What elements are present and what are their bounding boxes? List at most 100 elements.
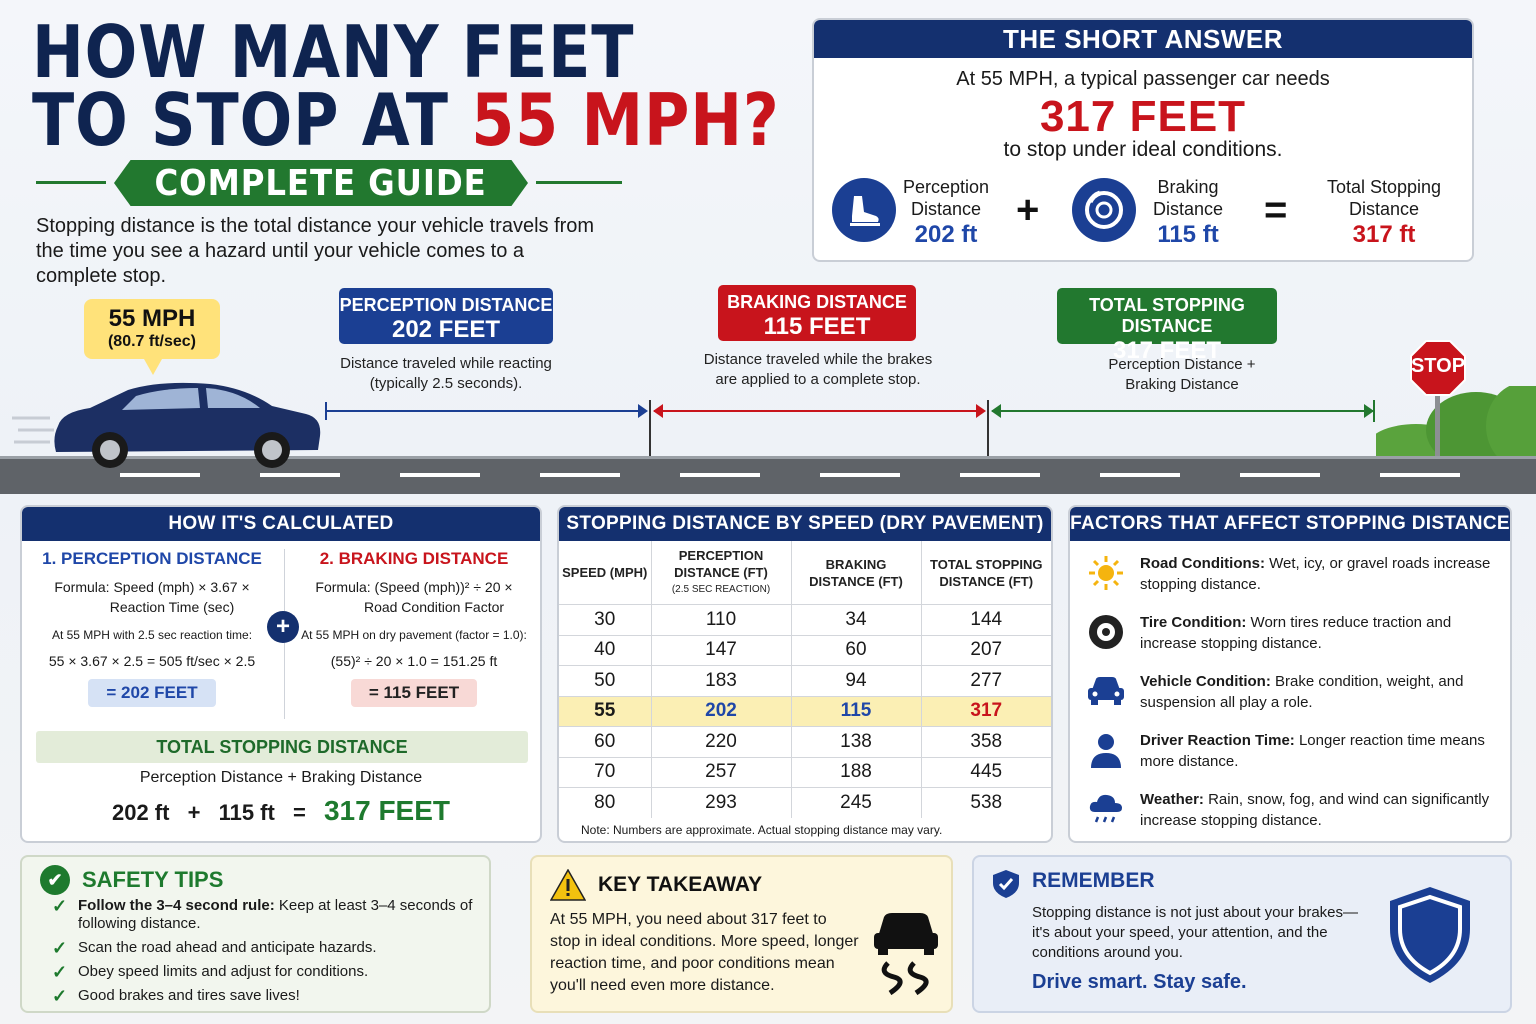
table-cell: 358 [921, 726, 1051, 757]
total-badge-value: 317 FEET [1112, 337, 1222, 364]
table-cell: 188 [791, 756, 922, 788]
factor-text: Weather: Rain, snow, fog, and wind can s… [1140, 789, 1502, 831]
table-cell: 202 [651, 695, 792, 727]
total-desc: Perception Distance + Braking Distance [1060, 355, 1304, 395]
table-row: 60 220 138 358 [559, 726, 1051, 757]
factor-item: Tire Condition: Worn tires reduce tracti… [1086, 612, 1502, 654]
table-row: 50 183 94 277 [559, 665, 1051, 696]
factor-title: Tire Condition: [1140, 614, 1247, 631]
braking-calc: 2. BRAKING DISTANCE Formula: (Speed (mph… [294, 549, 534, 707]
perception-formula-2: Reaction Time (sec) [109, 599, 235, 615]
braking-math: (55)² ÷ 20 × 1.0 = 151.25 ft [330, 653, 498, 669]
factor-desc: Longer reaction time means more distance… [1140, 732, 1485, 770]
safety-tips-header: SAFETY TIPS [82, 867, 224, 892]
col-braking: BRAKING DISTANCE (FT) [791, 541, 922, 605]
total-value: 317 ft [1352, 221, 1416, 248]
perception-desc-1: Distance traveled while reacting [340, 355, 552, 372]
braking-desc-2: are applied to a complete stop. [715, 371, 921, 388]
braking-note: At 55 MPH on dry pavement (factor = 1.0)… [301, 628, 527, 642]
foot-pedal-icon [832, 178, 896, 242]
equals-sign: = [1264, 188, 1288, 232]
sun-icon [1086, 553, 1126, 593]
col-perception: PERCEPTION DISTANCE (FT) (2.5 SEC REACTIO… [651, 541, 792, 605]
table-cell: 257 [651, 756, 792, 788]
col-speed: SPEED (MPH) [559, 541, 652, 605]
tip-item: ✓ Scan the road ahead and anticipate haza… [52, 939, 482, 957]
bushes-illustration [1376, 386, 1536, 466]
banner-line-right [536, 181, 622, 184]
braking-value: 115 ft [1157, 221, 1219, 248]
key-takeaway-text: At 55 MPH, you need about 317 feet to st… [550, 911, 859, 994]
factor-title: Road Conditions: [1140, 555, 1265, 572]
tip-item: ✓ Follow the 3–4 second rule: Keep at lea… [52, 897, 482, 933]
total-calc-b: 115 ft [218, 800, 275, 825]
title-line-2: TO STOP AT 55 MPH? [32, 84, 780, 156]
title-line-2-b: 55 MPH? [471, 78, 780, 162]
table-cell: 80 [559, 787, 652, 818]
perception-label-1: Perception [902, 177, 990, 197]
table-cell: 94 [791, 665, 922, 696]
braking-badge-title: BRAKING DISTANCE [727, 292, 907, 312]
col-perception-label: PERCEPTION DISTANCE (FT) [674, 548, 768, 580]
factor-text: Vehicle Condition: Brake condition, weig… [1140, 671, 1502, 713]
table-cell: 207 [921, 634, 1051, 666]
car-icon [1086, 671, 1126, 711]
factor-item: Vehicle Condition: Brake condition, weig… [1086, 671, 1502, 713]
table-cell: 40 [559, 634, 652, 666]
table-row: 70 257 188 445 [559, 756, 1051, 788]
braking-arrow-head [976, 404, 986, 418]
car-illustration [12, 382, 321, 468]
banner-line-left [36, 181, 106, 184]
total-arrow [992, 410, 1374, 412]
shield-icon [1390, 887, 1470, 983]
table-cell: 138 [791, 726, 922, 757]
key-takeaway-panel: KEY TAKEAWAY At 55 MPH, you need about 3… [530, 855, 953, 1013]
braking-formula-1: Formula: (Speed (mph))² ÷ 20 × [315, 579, 513, 595]
braking-result: = 115 FEET [350, 679, 478, 707]
tip-item: ✓ Obey speed limits and adjust for condit… [52, 963, 482, 981]
speed-badge-mph: 55 MPH [108, 305, 196, 332]
perception-badge-title: PERCEPTION DISTANCE [339, 295, 553, 315]
checkmark-circle-icon: ✔ [40, 865, 70, 895]
table-cell: 55 [559, 695, 652, 727]
intro-text: Stopping distance is the total distance … [36, 215, 595, 287]
road-edge [0, 456, 1536, 459]
perception-result: = 202 FEET [88, 679, 216, 707]
table-cell: 30 [559, 604, 652, 635]
tire-icon [1086, 612, 1126, 652]
total-calc-equation: 202 ft + 115 ft = 317 FEET [22, 795, 540, 827]
banner-text: COMPLETE GUIDE [154, 162, 488, 204]
total-label-1: Total Stopping [1326, 177, 1442, 197]
table-note: Note: Numbers are approximate. Actual st… [581, 823, 943, 837]
tip-item: ✓ Good brakes and tires save lives! [52, 987, 482, 1005]
braking-badge-value: 115 FEET [763, 313, 871, 340]
table-cell: 60 [559, 726, 652, 757]
table-row: 30 110 34 144 [559, 604, 1051, 635]
short-answer-line1: At 55 MPH, a typical passenger car needs [956, 68, 1330, 90]
remember-slogan: Drive smart. Stay safe. [1032, 971, 1247, 993]
check-icon: ✓ [52, 896, 68, 916]
total-badge-title: TOTAL STOPPING DISTANCE [1089, 295, 1245, 336]
braking-desc-1: Distance traveled while the brakes [703, 351, 933, 368]
perception-arrow-start [325, 402, 327, 420]
total-arrow-tail [991, 404, 1001, 418]
braking-badge: BRAKING DISTANCE 115 FEET [718, 285, 916, 341]
calculation-header: HOW IT'S CALCULATED [22, 507, 540, 541]
perception-arrow [326, 410, 644, 412]
perception-calc-title: 1. PERCEPTION DISTANCE [42, 549, 262, 568]
factor-desc: Brake condition, weight, and suspension … [1140, 673, 1464, 711]
total-calc-eq: = [292, 800, 306, 825]
warning-icon [550, 869, 586, 901]
factor-title: Driver Reaction Time: [1140, 732, 1295, 749]
factor-item: Weather: Rain, snow, fog, and wind can s… [1086, 789, 1502, 831]
table-header-row: SPEED (MPH) PERCEPTION DISTANCE (FT) (2.5… [559, 541, 1051, 605]
table-cell: 293 [651, 787, 792, 818]
table-cell: 245 [791, 787, 922, 818]
col-total: TOTAL STOPPING DISTANCE (FT) [930, 556, 1043, 589]
total-calc-title: TOTAL STOPPING DISTANCE [36, 731, 528, 763]
speed-table-panel: STOPPING DISTANCE BY SPEED (DRY PAVEMENT… [557, 505, 1053, 843]
tip3-text: Obey speed limits and adjust for conditi… [78, 963, 369, 980]
tip1-text: Keep at least 3–4 seconds of following d… [78, 897, 473, 932]
rain-cloud-icon [1086, 789, 1126, 829]
short-answer-header: THE SHORT ANSWER [814, 20, 1472, 58]
